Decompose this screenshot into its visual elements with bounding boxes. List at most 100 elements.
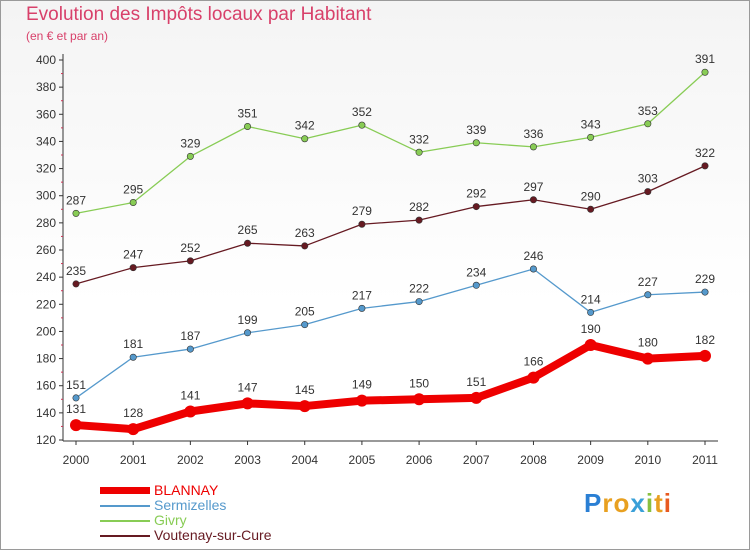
data-point-voutenay-sur-cure: [701, 162, 709, 170]
data-label-voutenay-sur-cure: 303: [638, 172, 658, 186]
data-point-voutenay-sur-cure: [186, 257, 194, 265]
legend-label-voutenay-sur-cure: Voutenay-sur-Cure: [154, 527, 272, 543]
data-point-givry: [701, 68, 709, 76]
data-point-blannay: [699, 349, 711, 362]
data-label-voutenay-sur-cure: 290: [581, 189, 601, 203]
y-tick-label: 140: [36, 406, 56, 420]
data-label-voutenay-sur-cure: 282: [409, 200, 429, 214]
x-tick-label: 2003: [234, 453, 261, 467]
data-label-sermizelles: 217: [352, 288, 372, 302]
data-point-blannay: [127, 423, 140, 436]
logo-letter: t: [654, 488, 664, 518]
data-label-sermizelles: 205: [295, 305, 315, 319]
data-label-voutenay-sur-cure: 297: [523, 180, 543, 194]
legend-label-sermizelles: Sermizelles: [154, 497, 227, 513]
data-label-blannay: 166: [523, 355, 543, 369]
data-label-sermizelles: 246: [523, 249, 543, 263]
data-label-voutenay-sur-cure: 265: [238, 223, 258, 237]
data-label-blannay: 147: [238, 380, 258, 394]
data-label-givry: 342: [295, 119, 315, 133]
data-label-givry: 329: [180, 136, 200, 150]
y-tick-label: 260: [36, 243, 56, 257]
chart-subtitle: (en € et par an): [26, 29, 109, 43]
x-tick-label: 2001: [120, 453, 147, 467]
series-line-sermizelles: [75, 268, 706, 399]
data-point-voutenay-sur-cure: [72, 280, 80, 288]
data-point-sermizelles: [186, 345, 194, 353]
legend-swatch-givry: [100, 519, 150, 522]
y-tick-label: 200: [36, 324, 56, 338]
data-point-blannay: [184, 405, 197, 418]
data-point-givry: [358, 121, 366, 129]
logo-letter: i: [663, 488, 672, 518]
data-point-voutenay-sur-cure: [129, 264, 137, 272]
data-point-voutenay-sur-cure: [529, 196, 537, 204]
data-point-voutenay-sur-cure: [472, 203, 480, 211]
x-tick-label: 2008: [520, 453, 547, 467]
logo-letter: x: [630, 488, 646, 518]
logo-letter: o: [613, 488, 631, 518]
data-point-givry: [472, 139, 480, 147]
data-label-givry: 352: [352, 105, 372, 119]
data-point-givry: [301, 135, 309, 143]
legend-swatch-blannay: [100, 487, 150, 494]
x-tick-label: 2010: [634, 453, 661, 467]
data-label-voutenay-sur-cure: 235: [66, 264, 86, 278]
data-point-sermizelles: [129, 353, 137, 361]
data-point-givry: [415, 148, 423, 156]
data-point-voutenay-sur-cure: [644, 188, 652, 196]
y-tick-label: 180: [36, 352, 56, 366]
data-point-sermizelles: [301, 321, 309, 329]
legend-item-sermizelles: Sermizelles: [100, 498, 272, 513]
data-point-sermizelles: [587, 308, 595, 316]
series-line-blannay: [72, 341, 709, 434]
data-label-blannay: 149: [352, 378, 372, 392]
data-point-sermizelles: [644, 291, 652, 299]
data-point-blannay: [355, 394, 368, 407]
x-tick-label: 2011: [692, 453, 718, 467]
y-tick-label: 240: [36, 270, 56, 284]
y-tick-label: 360: [36, 107, 56, 121]
data-point-givry: [529, 143, 537, 151]
data-label-givry: 287: [66, 193, 86, 207]
data-point-blannay: [584, 339, 597, 351]
data-point-blannay: [241, 397, 254, 410]
data-label-voutenay-sur-cure: 247: [123, 248, 143, 262]
data-point-voutenay-sur-cure: [244, 239, 252, 247]
data-label-blannay: 180: [638, 336, 658, 350]
y-tick-label: 400: [36, 53, 56, 67]
legend-label-blannay: BLANNAY: [154, 482, 219, 498]
logo-letter: P: [584, 488, 603, 518]
legend-item-voutenay-sur-cure: Voutenay-sur-Cure: [100, 528, 272, 543]
data-label-sermizelles: 151: [66, 378, 86, 392]
y-tick-label: 300: [36, 189, 56, 203]
data-label-blannay: 150: [409, 376, 429, 390]
data-label-sermizelles: 181: [123, 337, 143, 351]
x-tick-label: 2007: [463, 453, 490, 467]
data-point-blannay: [641, 352, 654, 365]
y-tick-label: 280: [36, 216, 56, 230]
data-point-blannay: [298, 400, 311, 413]
legend-item-blannay: BLANNAY: [100, 483, 272, 498]
y-tick-label: 220: [36, 297, 56, 311]
data-label-givry: 391: [695, 52, 715, 66]
data-label-voutenay-sur-cure: 292: [466, 187, 486, 201]
data-label-sermizelles: 199: [238, 313, 258, 327]
data-point-sermizelles: [358, 304, 366, 312]
data-point-givry: [186, 152, 194, 160]
data-point-givry: [129, 199, 137, 207]
data-label-voutenay-sur-cure: 322: [695, 146, 715, 160]
data-label-sermizelles: 187: [180, 329, 200, 343]
data-point-givry: [587, 133, 595, 141]
data-point-sermizelles: [701, 288, 709, 296]
data-label-voutenay-sur-cure: 279: [352, 204, 372, 218]
y-tick-label: 340: [36, 134, 56, 148]
data-label-givry: 351: [238, 107, 258, 121]
x-tick-label: 2000: [63, 453, 90, 467]
logo-letter: i: [645, 488, 655, 518]
legend-swatch-sermizelles: [100, 504, 150, 507]
data-label-givry: 295: [123, 183, 143, 197]
y-tick-label: 120: [36, 433, 56, 447]
data-label-blannay: 128: [123, 406, 143, 420]
